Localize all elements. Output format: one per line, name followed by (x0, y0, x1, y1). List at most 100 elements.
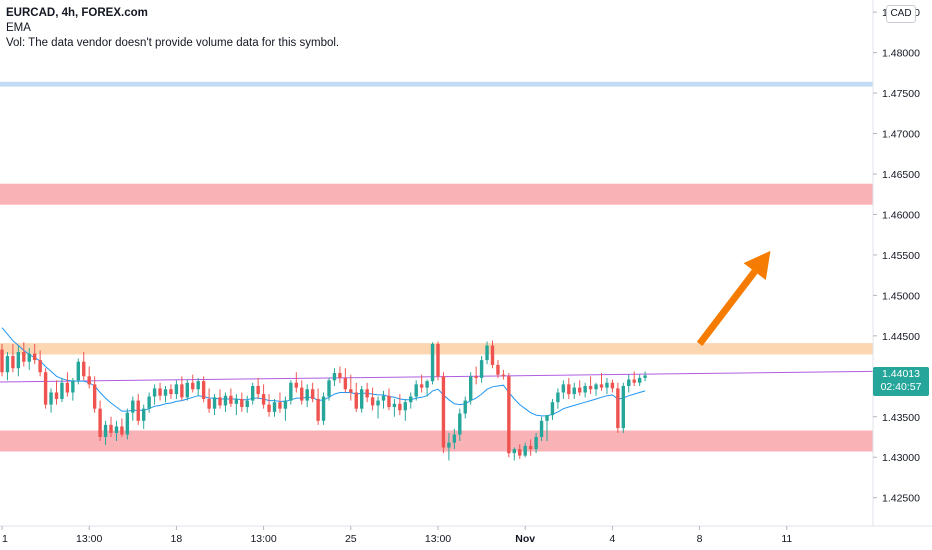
candle-body (501, 374, 506, 377)
candle (370, 387, 375, 411)
candle-body (447, 442, 451, 448)
time-tick-label: 4 (609, 533, 615, 545)
candle (267, 394, 271, 417)
candle-body (349, 389, 353, 393)
candle-body (54, 392, 59, 399)
candle (300, 380, 304, 405)
candle (545, 415, 549, 442)
candle (87, 366, 91, 389)
candle (507, 373, 511, 458)
ema-indicator-label[interactable]: EMA (6, 22, 31, 34)
candle (272, 398, 277, 417)
candle (294, 372, 298, 393)
candle-body (550, 402, 555, 416)
candle (550, 398, 555, 420)
bullish-arrow[interactable] (696, 250, 771, 347)
candle-body (594, 384, 598, 390)
candle-body (365, 389, 369, 398)
candle (398, 394, 402, 416)
candle-body (403, 402, 407, 411)
candle-body (278, 402, 282, 409)
time-tick-label: 1 (2, 533, 8, 545)
candle (414, 380, 418, 401)
candle-body (610, 382, 615, 389)
candle-body (321, 396, 326, 421)
candle-body (556, 392, 560, 403)
volume-note[interactable]: Vol: The data vendor doesn't provide vol… (6, 37, 340, 49)
candle (38, 350, 42, 377)
symbol-label[interactable]: EURCAD, 4h, FOREX.com (6, 7, 148, 19)
candle (0, 343, 4, 377)
candle-body (163, 389, 168, 396)
candle-body (174, 384, 179, 395)
candle (458, 408, 462, 442)
candle-body (354, 392, 358, 409)
price-axis[interactable]: 1.485001.480001.475001.470001.465001.460… (873, 7, 920, 505)
candle (65, 372, 70, 397)
candle (583, 382, 587, 398)
candle-body (310, 389, 315, 399)
candle (196, 377, 200, 396)
candle (632, 371, 636, 387)
candle-body (599, 384, 604, 388)
candle-body (398, 403, 402, 411)
candle (447, 432, 451, 461)
candle (409, 392, 413, 409)
arrow-head (743, 250, 771, 281)
candle (60, 377, 64, 403)
candle (218, 389, 222, 409)
currency-badge[interactable]: CAD (886, 5, 916, 23)
candle-body (82, 361, 86, 377)
candle-body (327, 380, 331, 397)
candle-body (16, 352, 21, 369)
candle (142, 404, 146, 429)
candle-body (545, 415, 549, 421)
price-tick-label: 1.43000 (882, 452, 920, 464)
candle-body (152, 388, 157, 397)
candle (321, 392, 326, 425)
candle (234, 394, 239, 416)
candle-body (414, 384, 418, 397)
candle-body (5, 356, 10, 373)
candle (360, 386, 364, 413)
candle (441, 372, 446, 454)
candle-body (283, 400, 288, 409)
zone-red-upper[interactable] (0, 183, 873, 205)
candle (289, 380, 293, 405)
candle-body (300, 387, 304, 401)
candle-body (49, 392, 53, 405)
time-tick-label: 8 (697, 533, 703, 545)
zone-blue[interactable] (0, 81, 873, 87)
candle (490, 340, 495, 369)
time-axis[interactable]: 1 13:00 18 13:00 25 13:00 Nov 4 8 11 (1, 526, 792, 545)
candle-body (92, 384, 97, 409)
candle (338, 366, 342, 383)
candle (452, 428, 457, 450)
price-tick-label: 1.45500 (882, 250, 920, 262)
trendline[interactable] (0, 370, 874, 383)
candle-body (496, 364, 500, 375)
candle-body (267, 404, 271, 412)
candle-body (507, 376, 511, 454)
candle (27, 347, 31, 370)
candle-body (534, 436, 538, 450)
candle-body (605, 382, 609, 388)
candle (528, 439, 533, 456)
time-tick-label: 25 (345, 533, 357, 545)
candle-body (201, 381, 206, 399)
time-tick-label: 11 (781, 533, 792, 545)
candle-body (142, 408, 146, 421)
candle-body (180, 384, 184, 398)
zone-red-lower[interactable] (0, 430, 873, 452)
candle (463, 396, 467, 419)
candle (637, 374, 642, 387)
candle (599, 373, 604, 391)
candle-body (643, 375, 647, 378)
candle-body (567, 384, 571, 395)
candle (152, 384, 157, 405)
time-tick-label: 13:00 (76, 533, 102, 545)
candle (5, 352, 10, 381)
candle-body (343, 377, 348, 390)
candle (539, 416, 544, 442)
